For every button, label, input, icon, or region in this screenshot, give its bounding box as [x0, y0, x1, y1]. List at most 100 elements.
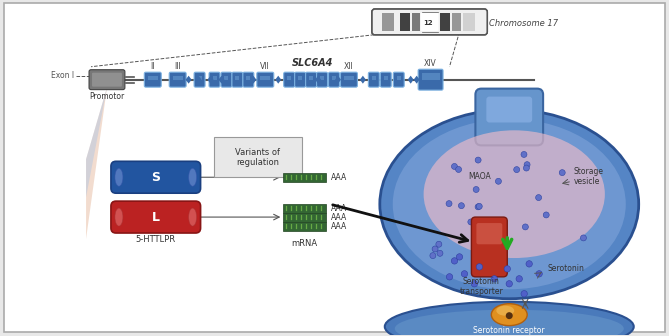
FancyBboxPatch shape	[194, 72, 205, 87]
FancyBboxPatch shape	[257, 72, 274, 87]
Circle shape	[491, 276, 498, 282]
FancyBboxPatch shape	[418, 69, 443, 90]
Circle shape	[506, 281, 512, 287]
FancyBboxPatch shape	[452, 13, 462, 31]
FancyBboxPatch shape	[169, 72, 186, 87]
Text: Storage
vesicle: Storage vesicle	[574, 167, 604, 186]
FancyBboxPatch shape	[476, 89, 543, 145]
FancyBboxPatch shape	[213, 137, 302, 177]
FancyBboxPatch shape	[382, 13, 394, 31]
Circle shape	[446, 201, 452, 207]
FancyBboxPatch shape	[294, 72, 306, 87]
Circle shape	[475, 157, 481, 163]
Polygon shape	[315, 76, 321, 84]
Circle shape	[430, 253, 436, 259]
Ellipse shape	[380, 110, 639, 299]
Circle shape	[536, 271, 543, 277]
Ellipse shape	[115, 168, 123, 186]
FancyBboxPatch shape	[393, 72, 404, 87]
Circle shape	[504, 266, 510, 272]
FancyBboxPatch shape	[92, 73, 122, 87]
Circle shape	[468, 219, 474, 225]
Circle shape	[521, 152, 527, 158]
Circle shape	[522, 224, 529, 230]
Text: S: S	[151, 171, 161, 184]
FancyBboxPatch shape	[148, 76, 158, 80]
Circle shape	[581, 235, 587, 241]
FancyBboxPatch shape	[380, 72, 391, 87]
Text: Serotonin: Serotonin	[547, 264, 584, 274]
FancyBboxPatch shape	[298, 76, 302, 80]
Text: Exon I: Exon I	[51, 71, 74, 80]
FancyBboxPatch shape	[399, 13, 409, 31]
Text: Promotor: Promotor	[90, 92, 124, 100]
Circle shape	[543, 212, 549, 218]
Text: 12: 12	[423, 20, 432, 26]
FancyBboxPatch shape	[111, 161, 201, 193]
Text: L: L	[152, 211, 160, 223]
FancyBboxPatch shape	[5, 3, 664, 332]
FancyBboxPatch shape	[173, 76, 183, 80]
Polygon shape	[407, 76, 413, 84]
Ellipse shape	[395, 310, 624, 336]
Circle shape	[536, 195, 542, 201]
Text: VII: VII	[260, 62, 270, 71]
FancyBboxPatch shape	[372, 76, 376, 80]
Polygon shape	[207, 76, 213, 84]
Circle shape	[452, 258, 458, 264]
Circle shape	[496, 178, 501, 184]
Circle shape	[461, 271, 468, 277]
FancyBboxPatch shape	[421, 73, 440, 80]
Circle shape	[516, 276, 522, 282]
Circle shape	[523, 165, 529, 171]
FancyBboxPatch shape	[283, 204, 326, 213]
Circle shape	[526, 261, 533, 267]
FancyBboxPatch shape	[320, 76, 324, 80]
FancyBboxPatch shape	[89, 70, 125, 90]
Text: AAA: AAA	[331, 213, 347, 221]
FancyBboxPatch shape	[243, 72, 254, 87]
FancyBboxPatch shape	[209, 72, 220, 87]
Circle shape	[476, 264, 482, 270]
FancyBboxPatch shape	[316, 72, 328, 87]
Text: AAA: AAA	[331, 204, 347, 213]
FancyBboxPatch shape	[283, 221, 326, 230]
FancyBboxPatch shape	[225, 76, 228, 80]
FancyBboxPatch shape	[397, 76, 401, 80]
FancyBboxPatch shape	[332, 76, 336, 80]
Polygon shape	[195, 76, 201, 84]
Text: XII: XII	[344, 62, 354, 71]
FancyBboxPatch shape	[287, 76, 291, 80]
FancyBboxPatch shape	[372, 9, 487, 35]
Circle shape	[514, 167, 520, 173]
FancyBboxPatch shape	[197, 76, 201, 80]
FancyBboxPatch shape	[476, 223, 502, 244]
Circle shape	[446, 274, 453, 280]
FancyBboxPatch shape	[309, 76, 313, 80]
FancyBboxPatch shape	[328, 72, 339, 87]
Text: 5-HTTLPR: 5-HTTLPR	[136, 235, 176, 244]
FancyBboxPatch shape	[284, 72, 294, 87]
FancyBboxPatch shape	[411, 13, 419, 31]
Polygon shape	[86, 88, 107, 239]
FancyBboxPatch shape	[440, 13, 450, 31]
FancyBboxPatch shape	[111, 201, 201, 233]
Circle shape	[456, 166, 462, 172]
FancyBboxPatch shape	[260, 76, 270, 80]
Text: Chromosome 17: Chromosome 17	[489, 19, 559, 29]
Text: AAA: AAA	[331, 221, 347, 230]
FancyBboxPatch shape	[221, 72, 232, 87]
Text: II: II	[151, 62, 155, 71]
FancyBboxPatch shape	[213, 76, 217, 80]
FancyBboxPatch shape	[486, 96, 532, 123]
Circle shape	[499, 233, 505, 238]
Circle shape	[456, 254, 463, 260]
Circle shape	[475, 204, 481, 210]
Polygon shape	[335, 76, 341, 84]
Text: III: III	[175, 62, 181, 71]
FancyBboxPatch shape	[341, 72, 357, 87]
Ellipse shape	[496, 306, 514, 316]
Ellipse shape	[189, 168, 197, 186]
FancyBboxPatch shape	[283, 213, 326, 221]
Polygon shape	[185, 76, 191, 84]
